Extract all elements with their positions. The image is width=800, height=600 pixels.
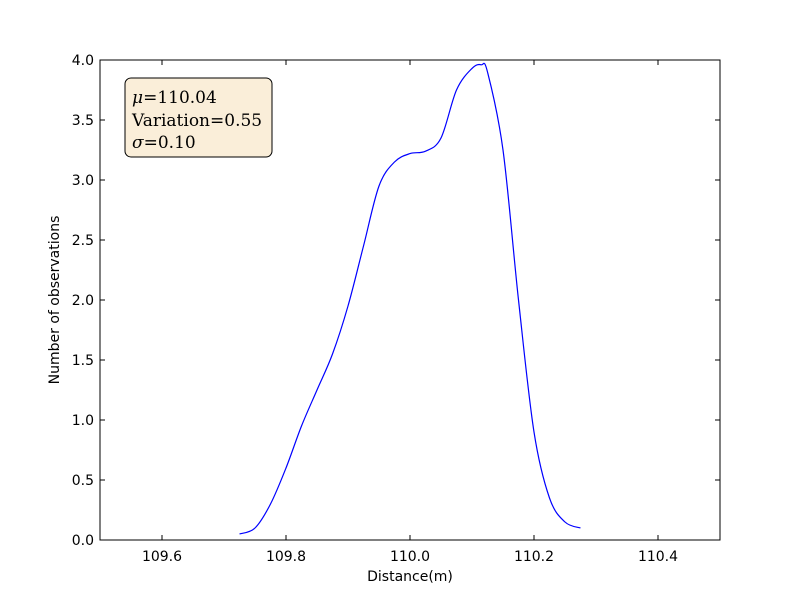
y-tick-label: 1.0	[72, 413, 94, 429]
y-tick-label: 4.0	[72, 53, 94, 69]
y-tick-label: 3.5	[72, 113, 94, 129]
y-tick-label: 2.0	[72, 293, 94, 309]
stat-mean-symbol: μ	[132, 88, 143, 108]
y-tick-label: 1.5	[72, 353, 94, 369]
y-tick-label: 3.0	[72, 173, 94, 189]
y-axis-title: Number of observations	[47, 216, 63, 385]
stats-box	[124, 77, 273, 158]
stat-variation-value: 0.55	[224, 111, 262, 131]
stat-sigma-eq: =	[144, 133, 158, 153]
stat-mean-eq: =	[143, 88, 157, 108]
x-tick-label: 109.8	[266, 549, 306, 565]
stat-sigma-symbol: σ	[132, 133, 144, 153]
stat-mean: μ=110.04	[132, 88, 217, 108]
y-tick-label: 0.0	[72, 533, 94, 549]
stat-variation: Variation=0.55	[131, 111, 262, 131]
stat-variation-label: Variation	[131, 111, 210, 131]
x-axis: 109.6 109.8 110.0 110.2 110.4	[142, 60, 678, 565]
x-tick-label: 109.6	[142, 549, 182, 565]
x-tick-label: 110.4	[638, 549, 678, 565]
stats-annotation: μ=110.04 Variation=0.55 σ=0.10	[124, 77, 273, 158]
stat-mean-value: 110.04	[157, 88, 216, 108]
y-tick-label: 2.5	[72, 233, 94, 249]
stat-sigma-value: 0.10	[158, 133, 196, 153]
curve-group	[239, 62, 581, 535]
series-line-0	[239, 62, 581, 535]
x-tick-label: 110.0	[390, 549, 430, 565]
y-tick-label: 0.5	[72, 473, 94, 489]
stat-sigma: σ=0.10	[132, 133, 196, 153]
y-axis: 0.0 0.5 1.0 1.5 2.0 2.5 3.0 3.5 4.0	[72, 53, 720, 549]
stat-variation-eq: =	[210, 111, 224, 131]
x-axis-title: Distance(m)	[367, 569, 453, 585]
x-tick-label: 110.2	[514, 549, 554, 565]
